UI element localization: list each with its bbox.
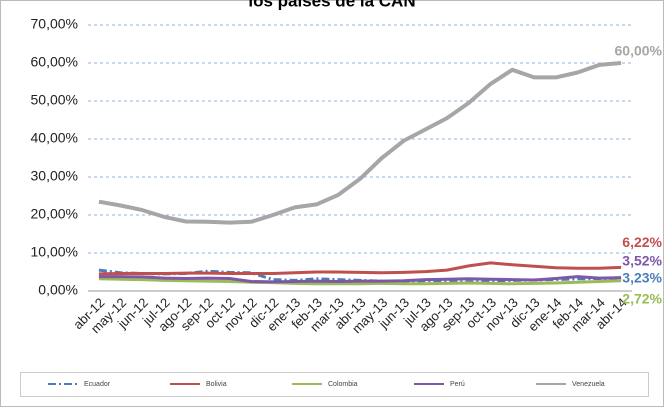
legend-label: Perú (450, 381, 465, 388)
y-tick-label: 60,00% (31, 54, 78, 70)
legend-label: Ecuador (84, 381, 111, 388)
data-label: 6,22% (622, 234, 662, 250)
legend-label: Colombia (328, 381, 358, 388)
data-label: 2,72% (622, 290, 662, 306)
y-tick-label: 70,00% (31, 16, 78, 32)
legend-label: Venezuela (572, 381, 605, 388)
legend-label: Bolivia (206, 381, 227, 388)
data-label: 60,00% (615, 43, 663, 59)
series-line (98, 275, 622, 284)
y-tick-label: 20,00% (31, 206, 78, 222)
y-tick-label: 0,00% (38, 282, 78, 298)
series-line (98, 61, 622, 225)
y-tick-label: 40,00% (31, 130, 78, 146)
y-tick-label: 50,00% (31, 92, 78, 108)
chart-title: los países de la CAN (248, 0, 415, 10)
data-label: 3,23% (622, 269, 662, 285)
data-label: 3,52% (622, 252, 662, 268)
series-line (98, 277, 622, 286)
series-line (98, 261, 622, 276)
y-tick-label: 30,00% (31, 168, 78, 184)
legend-box (20, 372, 649, 397)
y-tick-label: 10,00% (31, 244, 78, 260)
